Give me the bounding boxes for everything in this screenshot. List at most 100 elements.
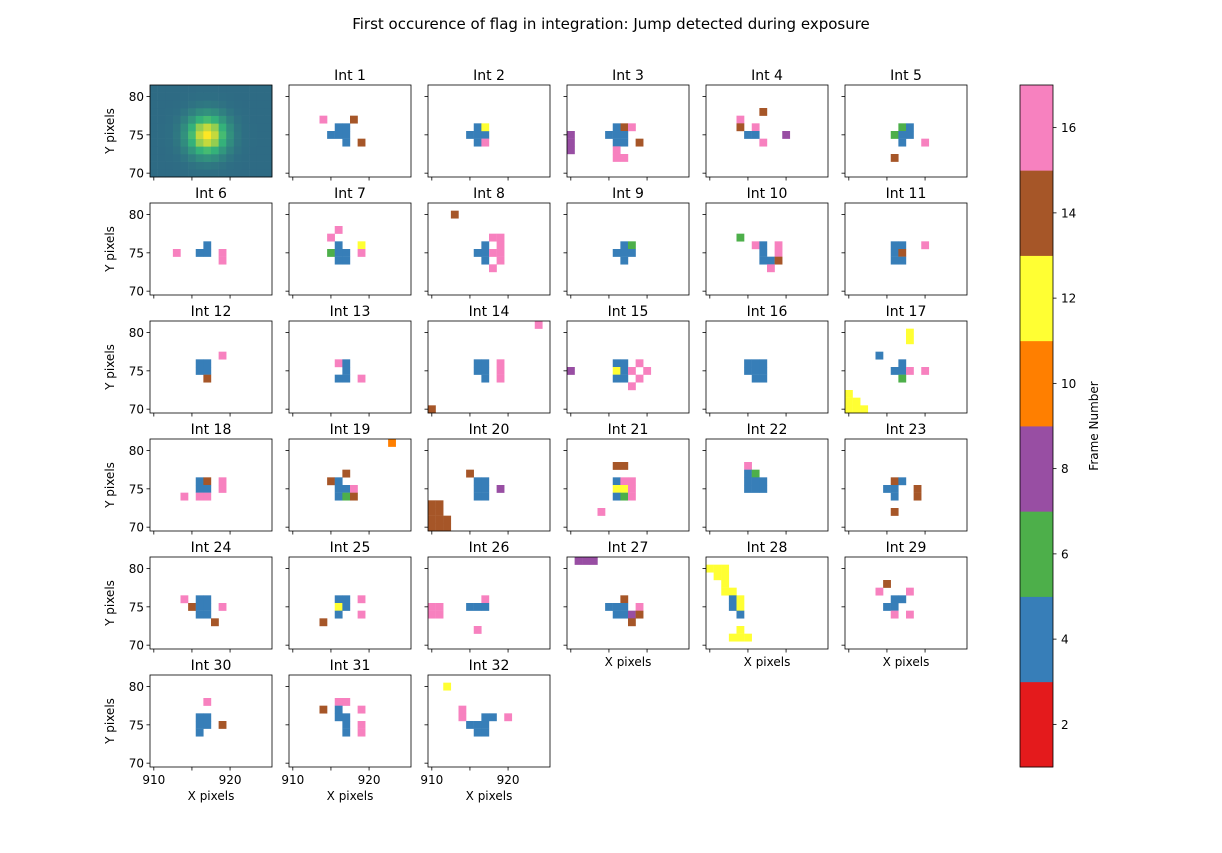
flag-pixel — [357, 610, 366, 619]
colorbar-segment — [1020, 255, 1053, 342]
flag-pixel — [496, 241, 505, 250]
flag-pixel — [203, 359, 212, 368]
integration-panel: Int 17 — [841, 304, 968, 417]
panel-frame — [705, 320, 829, 414]
reference-pixel — [218, 138, 227, 147]
reference-pixel — [195, 100, 204, 109]
reference-pixel — [172, 108, 181, 116]
reference-pixel — [218, 146, 227, 155]
flag-pixel — [218, 351, 227, 360]
flag-pixel — [334, 485, 343, 493]
panel-title: Int 19 — [330, 422, 371, 438]
reference-pixel — [249, 108, 258, 116]
y-axis-label: Y pixels — [103, 462, 117, 509]
flag-pixel — [428, 603, 436, 611]
reference-pixel — [249, 100, 258, 109]
y-tick-label: 75 — [129, 246, 144, 260]
flag-pixel — [567, 131, 575, 139]
flag-pixel — [628, 123, 636, 132]
flag-pixel — [744, 469, 752, 478]
flag-pixel — [628, 382, 636, 391]
reference-pixel — [180, 85, 189, 93]
reference-pixel — [218, 100, 227, 109]
reference-pixel — [241, 146, 250, 155]
flag-pixel — [473, 249, 482, 257]
panel-grid: 70 75 80 Y pixels Int 1 Int 2 Int 3 Int 4 Int 5 I… — [103, 68, 968, 803]
flag-pixel — [736, 233, 745, 242]
flag-pixel — [218, 603, 227, 611]
flag-pixel — [736, 603, 745, 611]
panel-frame — [288, 202, 412, 296]
flag-pixel — [334, 241, 343, 250]
flag-pixel — [921, 367, 930, 375]
flag-pixel — [782, 131, 791, 139]
flag-pixel — [921, 241, 930, 250]
flag-pixel — [473, 728, 482, 737]
flag-pixel — [473, 492, 482, 501]
panel-title: Int 10 — [747, 186, 788, 202]
flag-pixel — [319, 705, 328, 714]
reference-pixel — [188, 92, 197, 101]
reference-pixel — [203, 161, 212, 170]
flag-pixel — [350, 485, 358, 493]
flag-pixel — [759, 485, 768, 493]
reference-pixel — [172, 146, 181, 155]
reference-pixel — [195, 115, 204, 124]
reference-pixel — [233, 123, 242, 132]
reference-pixel — [241, 92, 250, 101]
integration-panel: Int 16 — [702, 304, 829, 417]
flag-pixel — [605, 131, 613, 139]
flag-pixel — [906, 587, 914, 596]
reference-pixel — [233, 169, 242, 178]
flag-pixel — [890, 595, 899, 604]
reference-pixel — [241, 169, 250, 178]
flag-pixel — [612, 610, 621, 619]
reference-pixel — [218, 123, 227, 132]
reference-pixel — [157, 108, 166, 116]
flag-pixel — [612, 146, 621, 155]
integration-panel: Int 7 — [285, 186, 412, 299]
reference-pixel — [256, 161, 265, 170]
reference-pixel — [157, 161, 166, 170]
flag-pixel — [620, 595, 629, 604]
x-axis-label: X pixels — [188, 789, 235, 803]
reference-pixel — [180, 154, 189, 162]
flag-pixel — [195, 713, 204, 722]
x-tick-label: 920 — [358, 773, 381, 787]
panel-frame — [149, 674, 273, 768]
flag-pixel — [203, 610, 212, 619]
reference-pixel — [211, 100, 219, 109]
reference-pixel — [233, 138, 242, 147]
reference-pixel — [172, 169, 181, 178]
flag-pixel — [890, 367, 899, 375]
flag-pixel — [481, 603, 490, 611]
flag-pixel — [620, 485, 629, 493]
reference-pixel — [249, 123, 258, 132]
flag-pixel — [481, 485, 490, 493]
flag-pixel — [883, 580, 891, 588]
y-tick-label: 80 — [129, 562, 144, 576]
reference-pixel — [188, 154, 197, 162]
reference-pixel — [188, 138, 197, 147]
flag-pixel — [774, 256, 783, 265]
y-tick-label: 70 — [129, 639, 144, 653]
flag-pixel — [751, 359, 760, 368]
flag-pixel — [890, 131, 899, 139]
reference-pixel — [157, 131, 166, 139]
reference-pixel — [157, 85, 166, 93]
flag-pixel — [898, 131, 907, 139]
flag-pixel — [218, 477, 227, 486]
reference-pixel — [180, 108, 189, 116]
colorbar-tick-label: 4 — [1061, 633, 1069, 647]
flag-pixel — [481, 123, 490, 132]
reference-pixel — [256, 85, 265, 93]
reference-pixel — [256, 100, 265, 109]
flag-pixel — [612, 603, 621, 611]
panel-title: Int 9 — [612, 186, 644, 202]
flag-pixel — [443, 682, 452, 691]
panel-title: Int 32 — [469, 658, 510, 674]
reference-pixel — [211, 115, 219, 124]
flag-pixel — [327, 233, 335, 242]
flag-pixel — [388, 439, 396, 447]
y-axis-label: Y pixels — [103, 226, 117, 273]
